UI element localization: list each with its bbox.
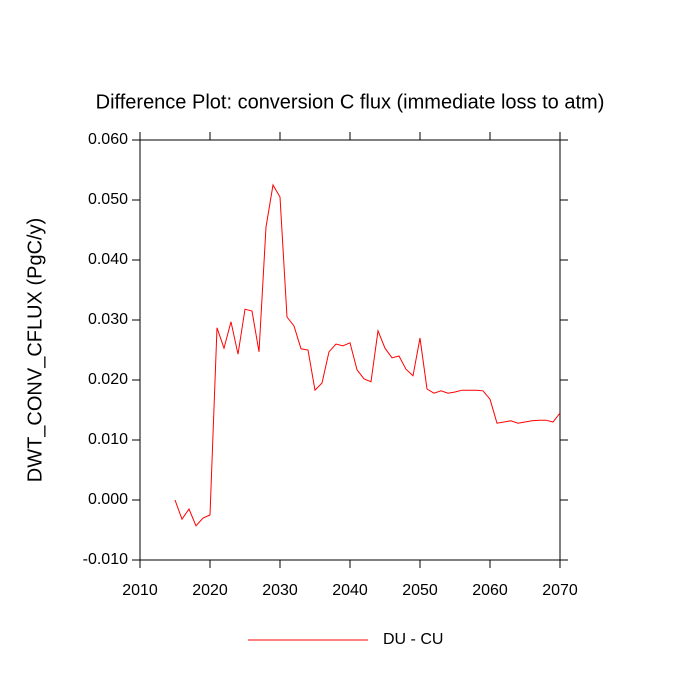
y-axis-label: DWT_CONV_CFLUX (PgC/y) [24, 218, 46, 482]
y-tick-label: 0.020 [88, 371, 128, 388]
x-tick-label: 2050 [402, 582, 438, 599]
y-tick-label: 0.030 [88, 311, 128, 328]
x-tick-label: 2060 [472, 582, 508, 599]
data-line [174, 183, 561, 527]
x-tick-label: 2010 [122, 582, 158, 599]
legend-label: DU - CU [383, 631, 443, 648]
plot-frame [139, 139, 561, 561]
y-tick-label: 0.060 [88, 131, 128, 148]
x-tick-label: 2040 [332, 582, 368, 599]
x-tick-label: 2030 [262, 582, 298, 599]
x-tick-label: 2020 [192, 582, 228, 599]
chart-title: Difference Plot: conversion C flux (imme… [96, 91, 605, 113]
y-tick-label: 0.000 [88, 491, 128, 508]
y-tick-label: 0.040 [88, 251, 128, 268]
y-tick-label: -0.010 [83, 551, 128, 568]
y-tick-label: 0.010 [88, 431, 128, 448]
x-tick-label: 2070 [542, 582, 578, 599]
y-tick-label: 0.050 [88, 191, 128, 208]
